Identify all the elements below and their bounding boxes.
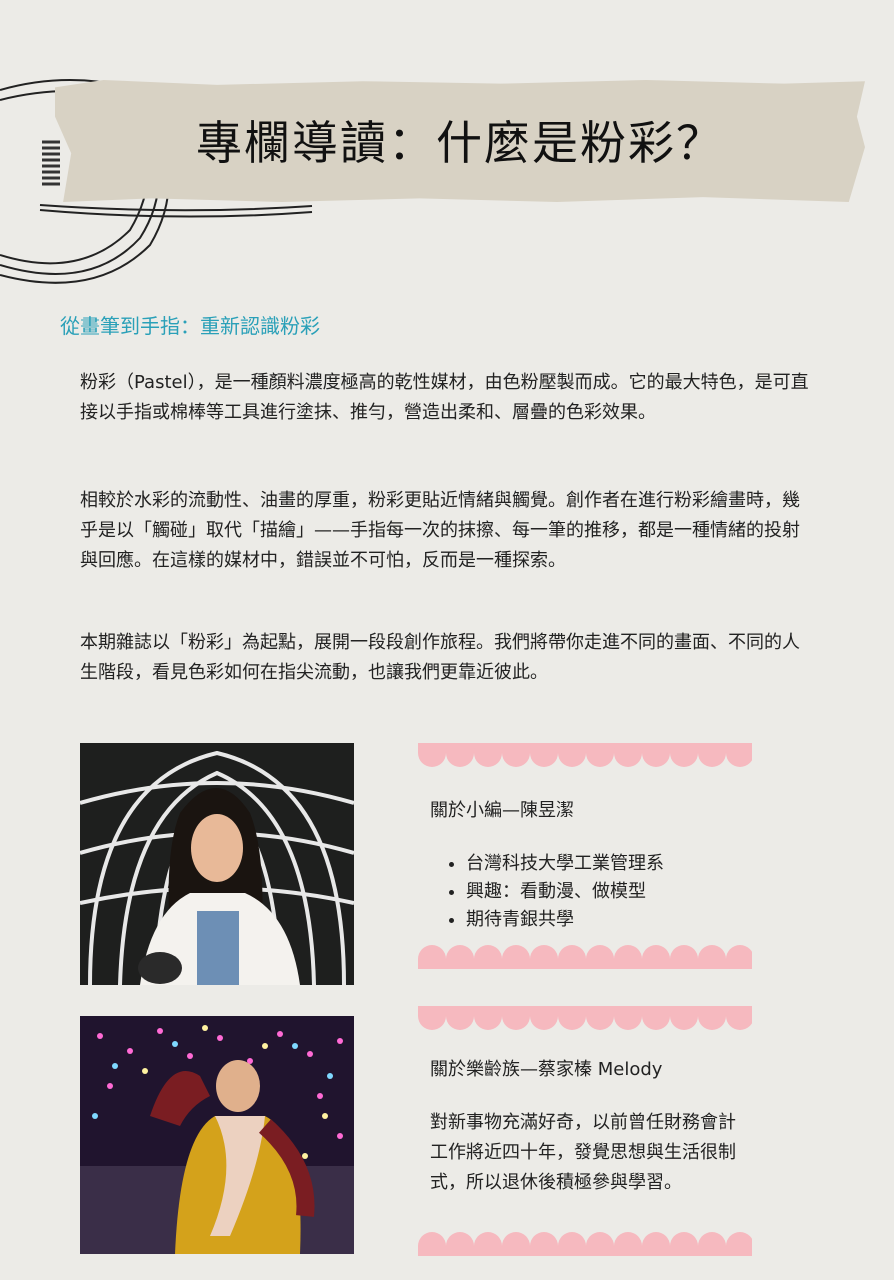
scallop-border <box>418 743 752 767</box>
stamp-lines-decoration <box>0 79 313 284</box>
editor-profile-title: 關於小編—陳昱潔 <box>430 800 574 821</box>
scallop-border <box>418 1232 752 1256</box>
intro-paragraph: 粉彩（Pastel），是一種顏料濃度極高的乾性媒材，由色粉壓製而成。它的最大特色… <box>80 372 809 423</box>
senior-profile-description: 對新事物充滿好奇，以前曾任財務會計工作將近四十年，發覺思想與生活很制式，所以退休… <box>430 1112 736 1193</box>
comparison-paragraph: 相較於水彩的流動性、油畫的厚重，粉彩更貼近情緒與觸覺。創作者在進行粉彩繪畫時，幾… <box>80 490 800 571</box>
scallop-border <box>418 945 752 969</box>
editor-photo <box>80 743 354 985</box>
editor-profile-list: 台灣科技大學工業管理系 興趣：看動漫、做模型 期待青銀共學 <box>430 850 664 934</box>
list-item: 期待青銀共學 <box>466 906 664 934</box>
issue-paragraph: 本期雜誌以「粉彩」為起點，展開一段段創作旅程。我們將帶你走進不同的畫面、不同的人… <box>80 632 800 683</box>
senior-profile-title: 關於樂齡族—蔡家榛 Melody <box>430 1059 663 1080</box>
title-tape <box>55 80 865 202</box>
list-item: 台灣科技大學工業管理系 <box>466 850 664 878</box>
page-title: 專欄導讀：什麼是粉彩？ <box>196 116 724 170</box>
section-subheading: 從畫筆到手指：重新認識粉彩 <box>60 314 320 338</box>
scallop-border <box>418 1006 752 1030</box>
senior-photo <box>80 1016 354 1254</box>
list-item: 興趣：看動漫、做模型 <box>466 878 664 906</box>
